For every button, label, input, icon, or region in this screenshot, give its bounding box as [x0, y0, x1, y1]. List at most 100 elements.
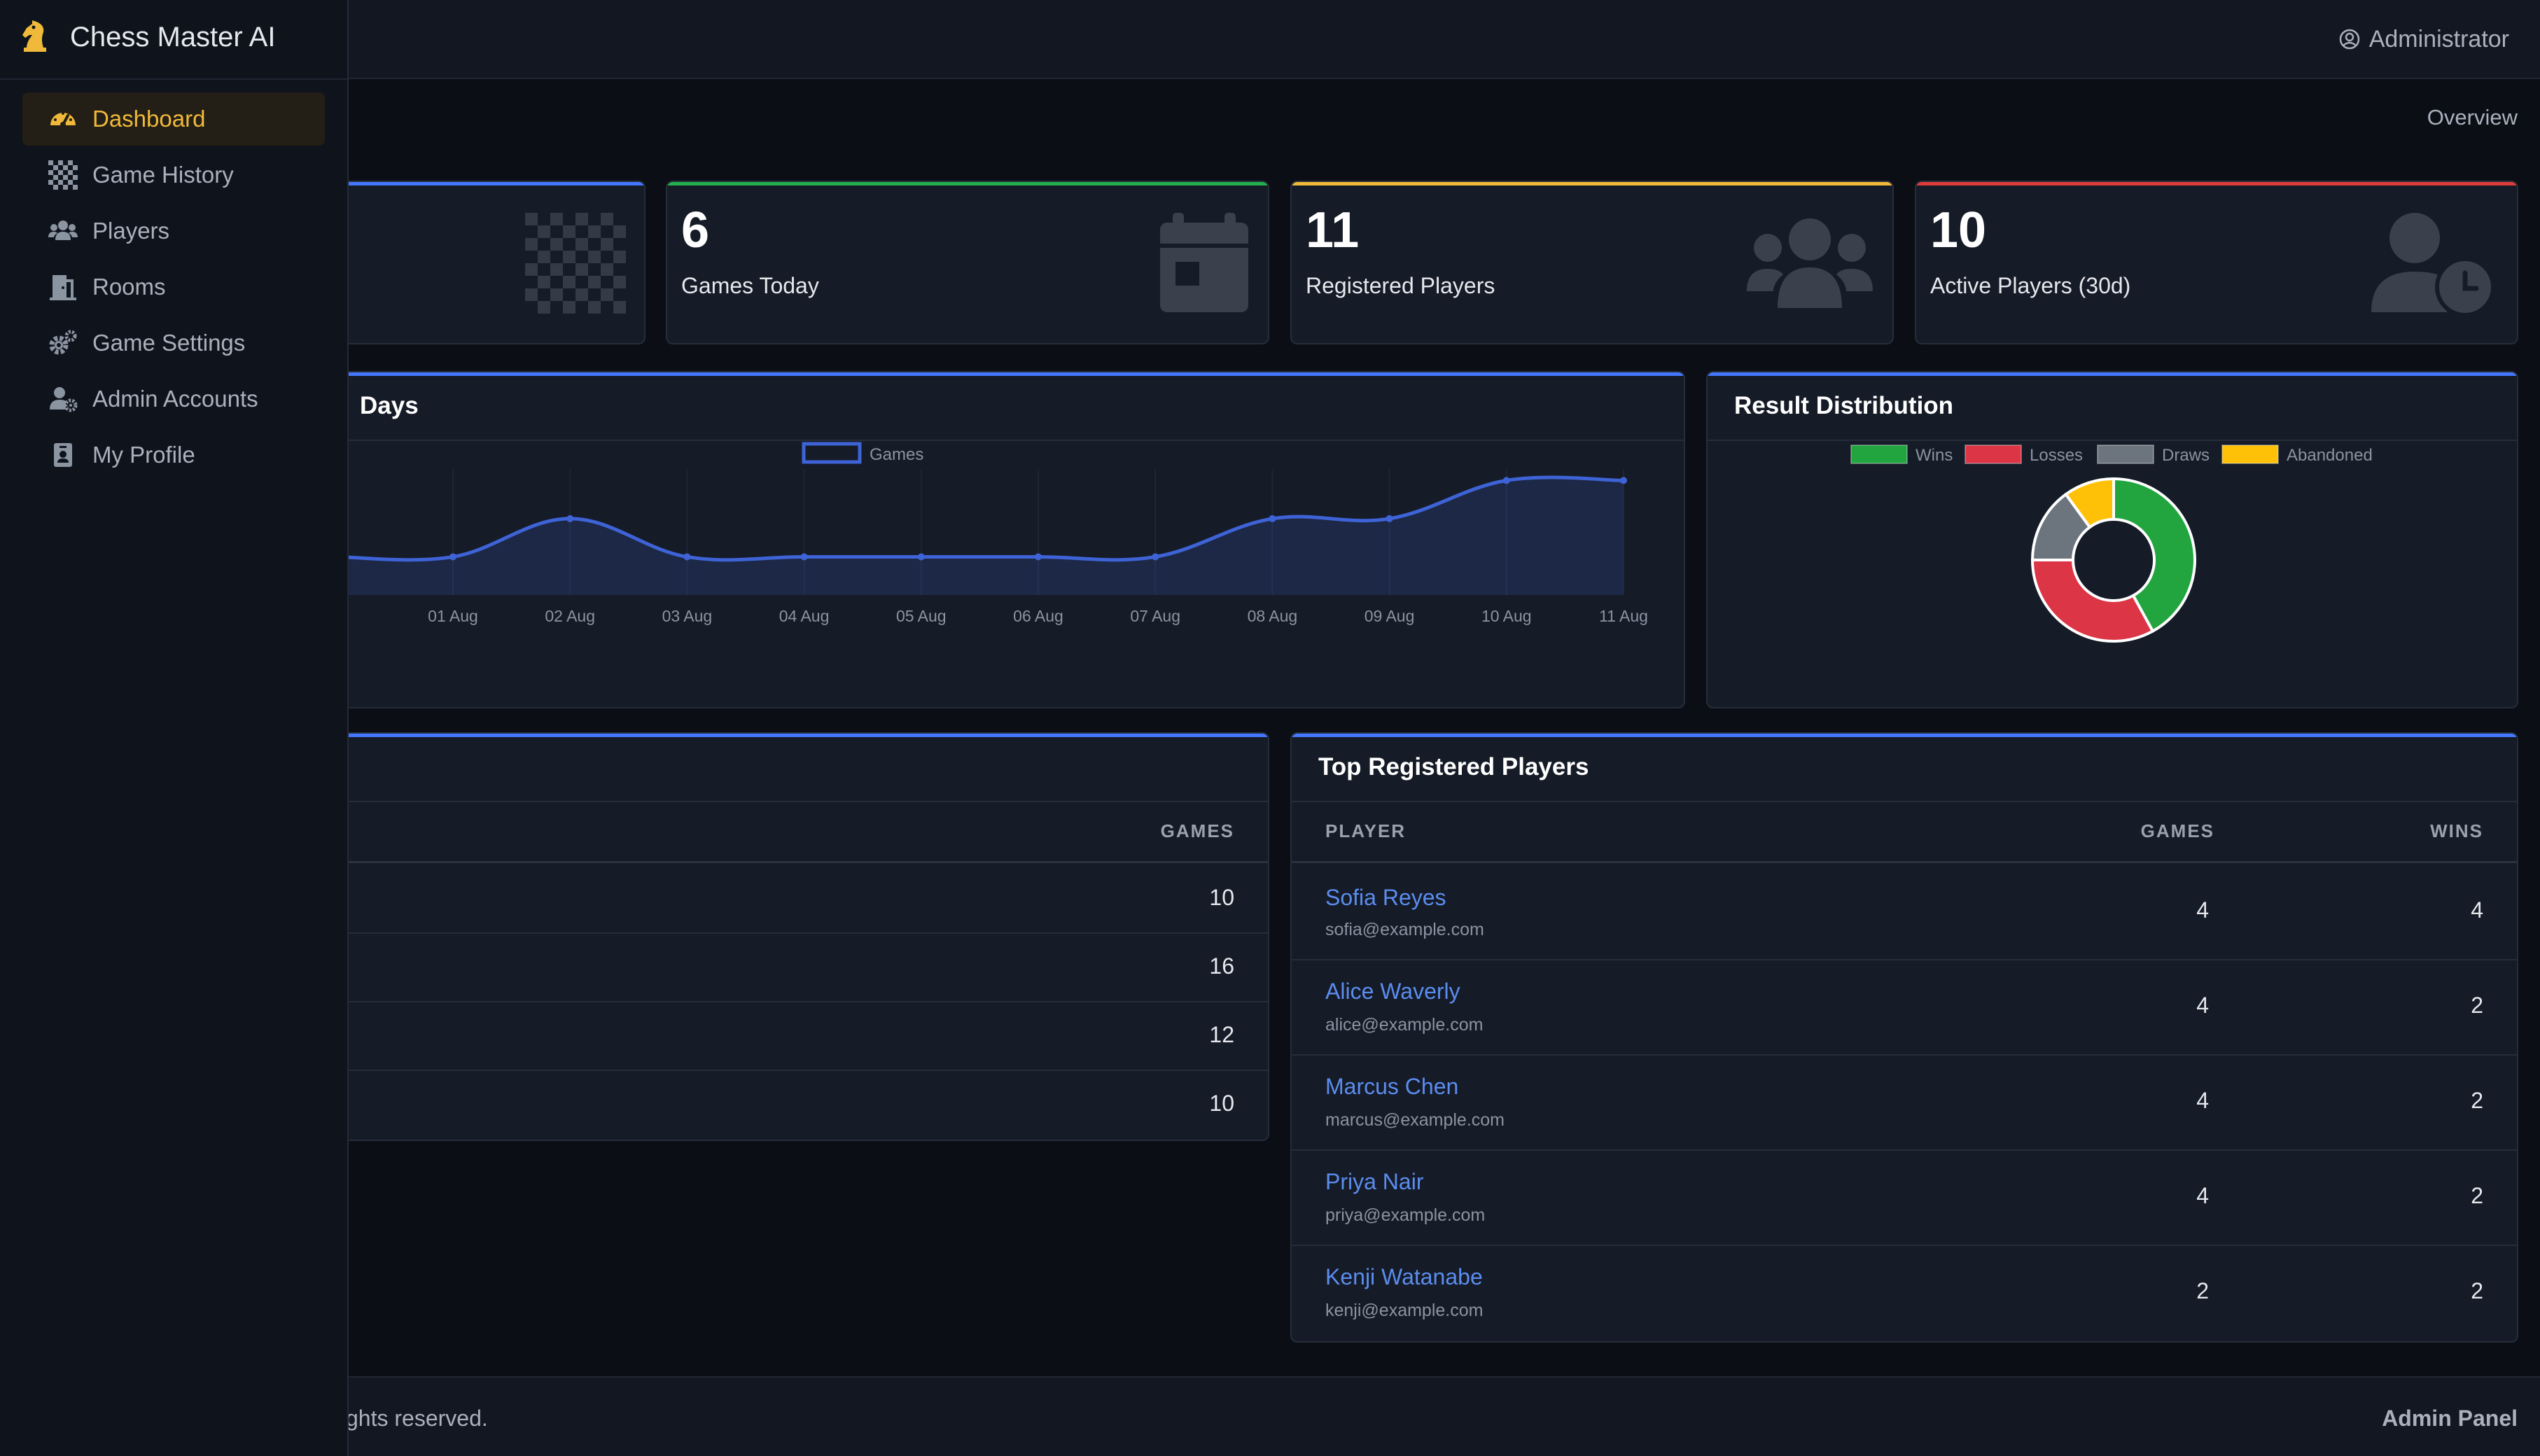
sidebar-item-dashboard[interactable]: Dashboard	[22, 92, 325, 146]
games-cell: 4	[2196, 993, 2209, 1018]
sidebar-item-rooms[interactable]: Rooms	[22, 260, 325, 314]
x-tick-label: 09 Aug	[1365, 607, 1415, 625]
legend-swatch	[1965, 444, 2022, 464]
divider	[1708, 440, 2517, 441]
x-tick-label: 02 Aug	[545, 607, 595, 625]
player-name-link[interactable]: Sofia Reyes	[1325, 885, 1446, 910]
sidebar-item-admin-accounts[interactable]: Admin Accounts	[22, 372, 325, 426]
player-email: priya@example.com	[1325, 1205, 1486, 1225]
donut-slice	[2064, 477, 2115, 529]
games-cell: 10	[1209, 885, 1234, 910]
legend-label: Wins	[1916, 446, 1953, 465]
sidebar-item-label: My Profile	[92, 442, 195, 468]
top-players-card: Top Registered Players PLAYER GAMES WINS…	[1290, 732, 2518, 1343]
row-divider	[1292, 1149, 2517, 1151]
x-tick-label: 04 Aug	[779, 607, 830, 625]
result-donut-chart[interactable]: Wins Losses Draws Abandoned	[1708, 441, 2518, 707]
games-cell: 12	[1209, 1022, 1234, 1047]
player-name-link[interactable]: Alice Waverly	[1325, 979, 1460, 1004]
column-header-games[interactable]: GAMES	[2140, 820, 2214, 841]
user-menu-label: Administrator	[2368, 25, 2509, 52]
sidebar-item-label: Players	[92, 218, 170, 244]
legend-label: Abandoned	[2287, 446, 2373, 465]
table-row[interactable]: Priya Nair priya@example.com 4 2	[1292, 1151, 2517, 1245]
user-circle-icon	[2339, 29, 2359, 50]
player-name-link[interactable]: Marcus Chen	[1325, 1074, 1459, 1099]
games-cell: 4	[2196, 1183, 2209, 1208]
stat-card-registered-players: 11 Registered Players	[1290, 181, 1894, 344]
x-tick-label: 03 Aug	[662, 607, 713, 625]
gauge-icon	[48, 104, 78, 134]
x-tick-label: 11 Aug	[1599, 607, 1648, 625]
games-cell: 2	[2196, 1278, 2209, 1303]
row-divider	[1292, 1054, 2517, 1056]
sidebar-item-game-history[interactable]: Game History	[22, 148, 325, 202]
data-point	[1502, 477, 1510, 484]
games-cell: 4	[2196, 897, 2209, 923]
user-clock-icon	[2371, 213, 2495, 314]
player-email: marcus@example.com	[1325, 1110, 1505, 1130]
wins-cell: 2	[2471, 1278, 2483, 1303]
x-tick-label: 05 Aug	[896, 607, 947, 625]
table-header-divider	[1292, 861, 2517, 863]
games-cell: 4	[2196, 1088, 2209, 1113]
app-brand[interactable]: Chess Master AI	[20, 20, 275, 55]
data-point	[566, 514, 574, 522]
door-icon	[48, 272, 78, 302]
wins-cell: 2	[2471, 1183, 2483, 1208]
sidebar-item-game-settings[interactable]: Game Settings	[22, 316, 325, 370]
stat-card-total-games	[308, 181, 646, 344]
sidebar-item-players[interactable]: Players	[22, 204, 325, 258]
data-point	[1620, 477, 1627, 484]
breadcrumb[interactable]: Overview	[2427, 105, 2518, 130]
x-tick-label: 08 Aug	[1248, 607, 1298, 625]
legend-swatch	[2221, 444, 2279, 464]
result-distribution-card: Result Distribution Wins Losses Draws Aband…	[1706, 371, 2518, 708]
users-icon	[48, 216, 78, 246]
table-row[interactable]: Alice Waverly alice@example.com 4 2	[1292, 960, 2517, 1054]
user-menu[interactable]: Administrator	[2338, 24, 2509, 55]
table-row[interactable]: 10	[309, 864, 1268, 931]
player-name-link[interactable]: Kenji Watanabe	[1325, 1264, 1483, 1289]
table-row[interactable]: 16	[309, 934, 1268, 1001]
x-tick-label: 07 Aug	[1130, 607, 1180, 625]
stat-value: 11	[1306, 202, 1360, 258]
sidebar-item-label: Admin Accounts	[92, 386, 258, 412]
column-header-games[interactable]: GAMES	[1160, 820, 1234, 841]
footer-brand: Admin Panel	[2382, 1406, 2518, 1431]
copyright-text: ghts reserved.	[346, 1406, 488, 1431]
table-row[interactable]: Marcus Chen marcus@example.com 4 2	[1292, 1056, 2517, 1149]
data-point	[1269, 514, 1276, 522]
app-title: Chess Master AI	[70, 21, 276, 52]
card-title: Top Registered Players	[1318, 753, 1589, 780]
divider	[309, 801, 1268, 802]
sidebar-item-label: Dashboard	[92, 106, 206, 132]
footer: ghts reserved. Admin Panel	[0, 1376, 2540, 1456]
calendar-icon	[1160, 213, 1248, 312]
games-cell: 16	[1209, 953, 1234, 979]
x-tick-label: 01 Aug	[428, 607, 478, 625]
column-header-wins[interactable]: WINS	[2430, 820, 2483, 841]
chessboard-icon	[525, 213, 626, 314]
chessboard-icon	[48, 160, 78, 190]
sidebar-item-my-profile[interactable]: My Profile	[22, 428, 325, 482]
user-cog-icon	[48, 384, 78, 414]
divider	[1292, 801, 2517, 802]
legend-swatch	[2097, 444, 2154, 464]
table-row[interactable]: 10	[309, 1071, 1268, 1138]
divider	[0, 78, 347, 80]
divider	[309, 440, 1684, 441]
table-row[interactable]: 12	[309, 1002, 1268, 1070]
legend-swatch	[802, 442, 862, 464]
data-point	[800, 553, 808, 561]
table-row[interactable]: Kenji Watanabe kenji@example.com 2 2	[1292, 1246, 2517, 1340]
column-header-player[interactable]: PLAYER	[1325, 820, 1407, 841]
legend-swatch	[1850, 444, 1908, 464]
donut-slice	[2030, 559, 2155, 643]
row-divider	[1292, 959, 2517, 960]
table-row[interactable]: Sofia Reyes sofia@example.com 4 4	[1292, 864, 2517, 958]
stat-label: Games Today	[681, 273, 819, 298]
player-name-link[interactable]: Priya Nair	[1325, 1169, 1424, 1194]
stat-value: 6	[681, 202, 710, 258]
